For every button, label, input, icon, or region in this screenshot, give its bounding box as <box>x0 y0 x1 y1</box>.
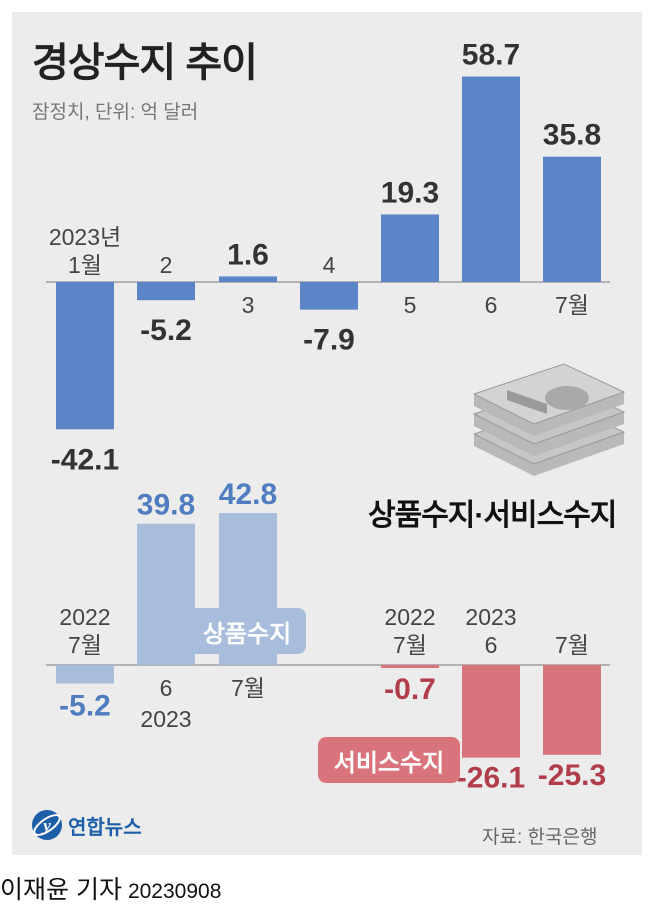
goods-series-label: 상품수지 <box>188 608 306 654</box>
chart-subtitle: 잠정치, 단위: 억 달러 <box>32 102 199 123</box>
bar-current-4 <box>300 282 358 310</box>
source-note: 자료: 한국은행 <box>482 827 598 848</box>
logo-text: 연합뉴스 <box>68 816 142 839</box>
data-label-current-4: -7.9 <box>303 324 355 357</box>
data-label-current-3: 1.6 <box>227 238 269 271</box>
bar-current-1 <box>56 282 114 430</box>
tick-label-current-7: 7월 <box>555 292 589 318</box>
bar-services-1 <box>381 665 439 668</box>
tick-label-goods-2-year: 2023 <box>140 706 191 732</box>
bar-current-2 <box>137 282 195 301</box>
money-stack-emblem <box>545 386 589 410</box>
data-label-current-7: 35.8 <box>543 119 601 152</box>
tick-label-current-6: 6 <box>485 292 498 318</box>
data-label-services-1: -0.7 <box>384 673 436 706</box>
tick-label-current-4: 4 <box>323 252 336 278</box>
data-label-goods-1: -5.2 <box>59 689 111 722</box>
logo-icon: y <box>32 810 62 840</box>
byline: 이재윤 기자 20230908 <box>0 870 221 906</box>
svg-text:y: y <box>41 816 51 835</box>
money-stack-side <box>474 432 624 476</box>
bar-current-7 <box>543 156 601 282</box>
data-label-current-6: 58.7 <box>462 39 520 72</box>
data-label-current-5: 19.3 <box>381 176 439 209</box>
bar-services-2 <box>462 665 520 758</box>
data-label-goods-2: 39.8 <box>137 489 195 522</box>
tick-label-goods-2: 6 <box>160 675 173 701</box>
tick-label-current-3: 3 <box>242 292 255 318</box>
publisher-logo: y 연합뉴스 <box>30 808 142 842</box>
money-stack-band <box>507 390 547 414</box>
data-label-current-2: -5.2 <box>140 314 192 347</box>
tick-label-goods-3: 7월 <box>231 675 265 701</box>
bar-goods-2 <box>137 523 195 665</box>
chart-title: 경상수지 추이 <box>32 41 258 85</box>
data-label-goods-3: 42.8 <box>219 478 277 511</box>
tick-label-services-1-year: 2022 <box>384 604 435 630</box>
tick-label-services-1: 7월 <box>393 632 427 658</box>
bar-services-3 <box>543 665 601 755</box>
byline-author: 이재윤 기자 <box>0 876 122 904</box>
tick-label-goods-1: 7월 <box>68 632 102 658</box>
tick-label-goods-1-year: 2022 <box>59 604 110 630</box>
money-stack-side <box>474 392 624 436</box>
money-stack-side <box>474 412 624 456</box>
data-label-services-3: -25.3 <box>538 759 606 792</box>
tick-label-current-2: 2 <box>160 252 173 278</box>
tick-label-current-5: 5 <box>404 292 417 318</box>
tick-label-services-2-year: 2023 <box>465 604 516 630</box>
tick-label-current-1: 1월 <box>68 252 102 278</box>
byline-date: 20230908 <box>127 880 222 903</box>
tick-label-services-3: 7월 <box>555 632 589 658</box>
services-series-label: 서비스수지 <box>318 737 460 783</box>
data-label-services-2: -26.1 <box>457 762 525 795</box>
data-label-current-1: -42.1 <box>51 443 119 476</box>
tick-label-services-2: 6 <box>485 632 498 658</box>
bar-current-5 <box>381 214 439 282</box>
bar-current-6 <box>462 76 520 282</box>
bar-current-3 <box>219 276 277 282</box>
tick-label-current-1-year: 2023년 <box>49 224 121 250</box>
bar-goods-1 <box>56 665 114 684</box>
section-title-goods-services: 상품수지·서비스수지 <box>368 499 617 532</box>
infographic-card: -42.1 2023년 1월 -5.2 2 1.6 3 -7.9 4 19.3 5 58.7 6 35.8… <box>12 12 642 855</box>
